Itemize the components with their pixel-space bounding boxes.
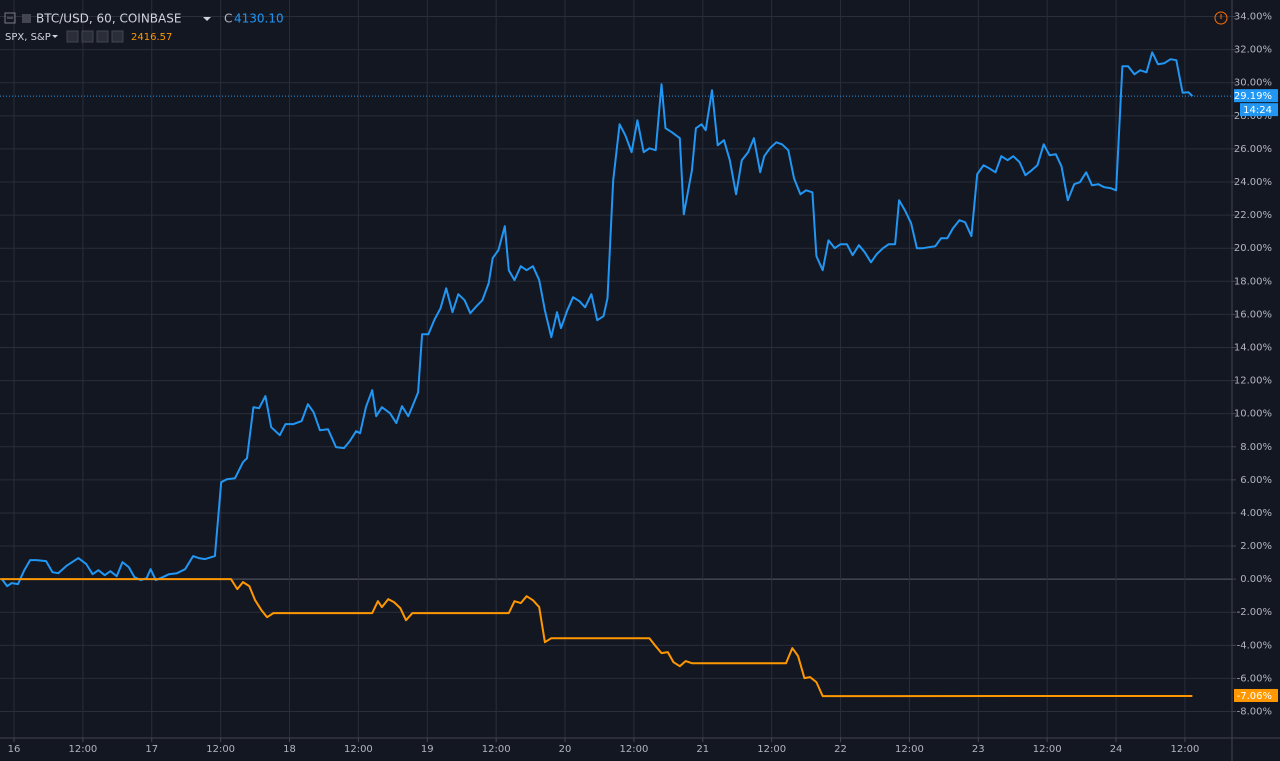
x-tick-label: 22: [834, 744, 847, 755]
x-tick-label: 20: [559, 744, 572, 755]
symbol-dropdown[interactable]: [203, 17, 211, 21]
grid: [0, 0, 1232, 738]
y-tick-label: 30.00%: [1234, 78, 1272, 89]
x-tick-label: 21: [696, 744, 709, 755]
series-line: [0, 578, 1193, 698]
y-tick-label: 34.00%: [1234, 12, 1272, 23]
y-tick-label: 6.00%: [1240, 475, 1272, 486]
countdown: 14:24: [1243, 105, 1272, 116]
y-tick-label: -6.00%: [1237, 673, 1272, 684]
y-tick-label: 14.00%: [1234, 342, 1272, 353]
y-tick-label: 18.00%: [1234, 276, 1272, 287]
x-tick-label: 12:00: [757, 744, 786, 755]
last-value-box: [1234, 89, 1278, 103]
symbol-icon: [22, 14, 31, 23]
y-tick-label: 2.00%: [1240, 541, 1272, 552]
x-tick-label: 16: [8, 744, 21, 755]
x-tick-label: 12:00: [68, 744, 97, 755]
y-tick-label: 22.00%: [1234, 210, 1272, 221]
y-tick-label: 26.00%: [1234, 144, 1272, 155]
refresh-button[interactable]: [81, 30, 94, 43]
x-tick-label: 19: [421, 744, 434, 755]
countdown-box: [1240, 103, 1278, 117]
y-tick-label: 0.00%: [1240, 574, 1272, 585]
compare-price: 2416.57: [131, 32, 172, 43]
axes: 34.00% 32.00% 30.00% 28.00% 26.00% 24.00% 22.0…: [8, 12, 1278, 755]
last-value-box: [1234, 688, 1278, 702]
last-value-label: -7.06%: [1237, 691, 1272, 702]
settings-button[interactable]: [66, 30, 79, 43]
x-tick-label: 12:00: [482, 744, 511, 755]
x-tick-label: 24: [1110, 744, 1123, 755]
y-tick-label: 8.00%: [1240, 442, 1272, 453]
y-tick-label: 20.00%: [1234, 243, 1272, 254]
add-button[interactable]: [96, 30, 109, 43]
y-tick-label: 4.00%: [1240, 508, 1272, 519]
y-tick-label: 16.00%: [1234, 309, 1272, 320]
y-tick-label: 32.00%: [1234, 45, 1272, 56]
x-tick-label: 18: [283, 744, 296, 755]
y-tick-label: -8.00%: [1237, 707, 1272, 718]
remove-button[interactable]: [111, 30, 124, 43]
x-tick-label: 12:00: [895, 744, 924, 755]
x-tick-label: 17: [145, 744, 158, 755]
x-tick-label: 12:00: [619, 744, 648, 755]
main-symbol[interactable]: BTC/USD, 60, COINBASE: [36, 12, 181, 26]
collapse-icon[interactable]: [4, 12, 16, 24]
x-tick-label: 12:00: [1033, 744, 1062, 755]
plot: [0, 51, 1232, 698]
x-tick-label: 23: [972, 744, 985, 755]
series-line: [1, 51, 1194, 588]
y-tick-label: 24.00%: [1234, 177, 1272, 188]
y-tick-label: -4.00%: [1237, 640, 1272, 651]
compare-dropdown[interactable]: [52, 35, 58, 38]
close-prefix: C: [224, 12, 232, 26]
x-tick-label: 12:00: [344, 744, 373, 755]
y-tick-label: 28.00%: [1234, 111, 1272, 122]
y-tick-label: -2.00%: [1237, 607, 1272, 618]
x-tick-label: 12:00: [206, 744, 235, 755]
x-tick-label: 12:00: [1171, 744, 1200, 755]
warning-icon[interactable]: [1214, 11, 1228, 25]
main-price: 4130.10: [234, 12, 284, 26]
last-value-label: 29.19%: [1234, 91, 1272, 102]
y-tick-label: 12.00%: [1234, 376, 1272, 387]
compare-symbol[interactable]: SPX, S&P: [5, 32, 51, 43]
y-tick-label: 10.00%: [1234, 409, 1272, 420]
